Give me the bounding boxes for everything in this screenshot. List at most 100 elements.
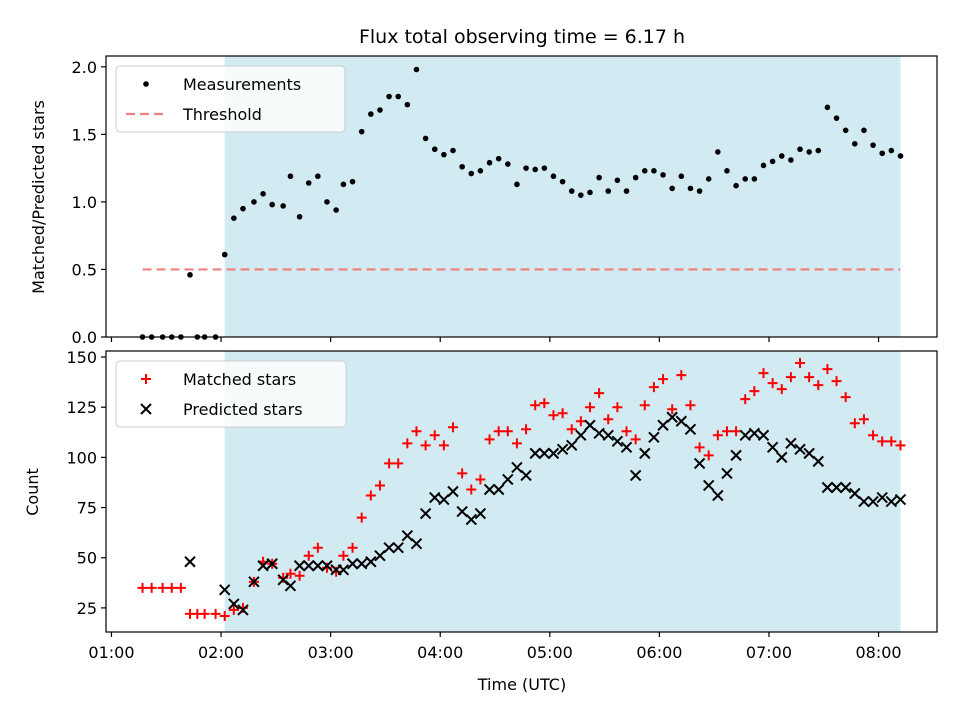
measurement-point — [769, 158, 776, 165]
y-tick-label: 75 — [77, 499, 97, 518]
predicted-star-point — [602, 429, 614, 442]
matched-star-point — [685, 400, 696, 411]
legend-box — [115, 65, 346, 133]
measurement-point — [340, 181, 347, 188]
matched-star-point — [502, 426, 513, 437]
predicted-star-point — [575, 429, 587, 442]
predicted-star-point — [429, 491, 441, 504]
y-tick-label: 1.0 — [72, 193, 97, 212]
x-tick-label: 01:00 — [88, 643, 134, 662]
predicted-star-point — [383, 541, 395, 554]
measurement-point — [514, 181, 520, 188]
measurement-point — [368, 111, 374, 117]
matched-star-point — [731, 426, 742, 437]
predicted-star-point — [447, 485, 459, 498]
matched-star-point — [877, 436, 888, 447]
matched-star-point — [411, 426, 422, 437]
measurement-point — [395, 93, 402, 100]
measurement-point — [879, 150, 886, 157]
predicted-star-point — [456, 505, 468, 518]
matched-star-point — [639, 400, 650, 411]
matched-star-point — [199, 608, 210, 619]
matched-star-point — [676, 370, 687, 381]
measurement-point — [687, 185, 694, 192]
predicted-star-point — [712, 489, 724, 502]
matched-star-point — [721, 426, 732, 437]
predicted-star-point — [219, 584, 231, 596]
predicted-star-point — [629, 469, 642, 482]
predicted-star-point — [675, 415, 688, 427]
predicted-star-point — [237, 604, 249, 616]
measurement-point — [404, 101, 411, 108]
predicted-star-point — [474, 507, 487, 520]
measurement-point — [315, 173, 321, 180]
predicted-star-point — [812, 455, 824, 468]
x-tick-label: 06:00 — [636, 643, 682, 662]
predicted-star-point — [894, 493, 907, 506]
predicted-star-point — [794, 443, 806, 456]
predicted-star-point — [611, 435, 624, 448]
measurement-point — [651, 168, 657, 174]
matched-star-point — [740, 394, 751, 405]
predicted-star-point — [529, 447, 541, 460]
chart-title: Flux total observing time = 6.17 h — [359, 26, 685, 48]
measurement-point — [660, 172, 666, 178]
measurement-point — [422, 135, 429, 142]
measurement-point — [349, 178, 356, 185]
matched-star-point — [530, 400, 541, 411]
measurement-point — [678, 173, 685, 180]
matched-star-point — [785, 372, 796, 383]
y-tick-label: 100 — [66, 448, 97, 467]
matched-star-point — [804, 372, 815, 383]
measurement-point — [296, 213, 303, 220]
matched-star-point — [384, 458, 395, 469]
matched-star-point — [210, 608, 221, 619]
matched-star-point — [466, 484, 477, 495]
measurement-point — [842, 127, 849, 134]
matched-star-point — [457, 468, 468, 479]
predicted-star-point — [739, 429, 751, 442]
measurement-point — [251, 199, 257, 205]
matched-star-point — [448, 422, 459, 433]
matched-star-point — [137, 582, 148, 593]
measurement-point — [824, 104, 831, 111]
measurement-point — [696, 188, 703, 194]
matched-star-point — [420, 440, 431, 451]
predicted-star-point — [839, 481, 852, 494]
matched-star-point — [393, 458, 404, 469]
matched-star-point — [612, 402, 623, 413]
measurement-point — [587, 189, 593, 196]
top-panel-ratio: 0.0 0.5 1.0 1.5 2.0 Measurements Threshold — [72, 55, 938, 347]
predicted-star-point — [702, 479, 715, 492]
predicted-star-point — [858, 495, 870, 508]
measurement-point — [559, 178, 566, 185]
predicted-star-point — [492, 483, 505, 496]
matched-star-point — [594, 388, 605, 399]
matched-star-point — [868, 430, 879, 441]
matched-star-point — [712, 430, 723, 441]
predicted-star-point — [284, 580, 297, 592]
legend-label: Measurements — [183, 75, 301, 94]
bottom-panel-counts: 25 50 75 100 125 150 01:00 02:00 03:00 04:00 05:00… — [66, 348, 938, 662]
predicted-star-point — [785, 437, 797, 450]
axes-frame — [105, 350, 938, 633]
measurement-point — [897, 153, 904, 159]
predicted-star-point — [465, 513, 477, 526]
measurement-point — [596, 174, 602, 181]
measurement-point — [888, 147, 895, 154]
predicted-star-point — [876, 491, 888, 504]
predicted-star-point — [885, 495, 898, 508]
predicted-star-point — [821, 481, 834, 494]
matched-star-point — [648, 382, 659, 393]
predicted-star-point — [849, 487, 861, 500]
predicted-star-point — [748, 427, 761, 440]
measurement-point — [715, 149, 721, 155]
measurement-point — [724, 168, 730, 174]
measurement-point — [240, 205, 246, 212]
matched-star-point — [511, 438, 522, 449]
matched-star-point — [219, 610, 230, 621]
measurement-point — [632, 174, 639, 181]
legend-label: Matched stars — [183, 370, 296, 389]
measurement-point — [870, 142, 876, 148]
predicted-star-point — [721, 467, 733, 480]
